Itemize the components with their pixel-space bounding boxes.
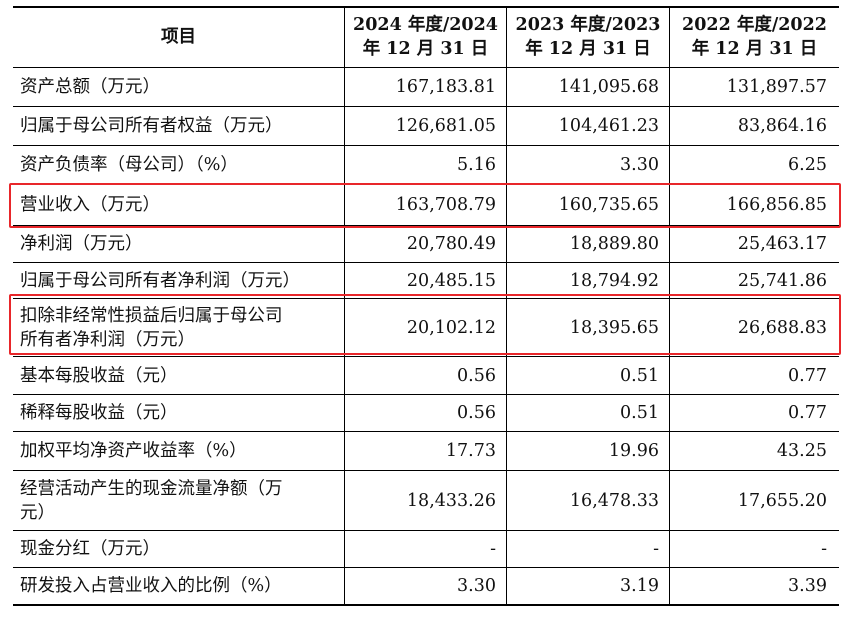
cell-2024: 20,102.12 bbox=[406, 317, 496, 338]
highlight-box-revenue bbox=[9, 183, 841, 228]
cell-2022: 83,864.16 bbox=[737, 116, 827, 136]
cell-2023: 0.51 bbox=[620, 365, 659, 386]
table-row: 现金分红（万元） - - - bbox=[13, 531, 839, 567]
table-row: 加权平均净资产收益率（%） 17.73 19.96 43.25 bbox=[13, 432, 839, 470]
table-row: 资产负债率（母公司）（%） 5.16 3.30 6.25 bbox=[13, 146, 839, 184]
cell-2022: 25,463.17 bbox=[737, 234, 827, 254]
cell-2022: 43.25 bbox=[776, 441, 827, 461]
cell-2023: 0.51 bbox=[620, 403, 659, 423]
row-rule bbox=[13, 567, 839, 568]
header-col-line2: 年 12 月 31 日 bbox=[525, 38, 651, 59]
cell-2024: 18,433.26 bbox=[406, 490, 496, 511]
row-rule bbox=[13, 530, 839, 531]
header-col-line2: 年 12 月 31 日 bbox=[362, 38, 489, 59]
row-rule bbox=[13, 431, 839, 432]
header-col-line1: 2023 年度/2023 bbox=[515, 14, 661, 35]
row-rule bbox=[13, 145, 839, 146]
cell-2022: 166,856.85 bbox=[726, 195, 827, 215]
row-label: 扣除非经常性损益后归属于母公司 所有者净利润（万元） bbox=[20, 305, 283, 350]
row-rule bbox=[13, 356, 839, 357]
cell-2022: 3.39 bbox=[788, 576, 827, 596]
header-col-line2: 年 12 月 31 日 bbox=[691, 38, 818, 59]
cell-2024: - bbox=[490, 539, 496, 559]
cell-2024: 5.16 bbox=[457, 155, 496, 175]
cell-2023: 160,735.65 bbox=[558, 195, 659, 215]
row-label: 稀释每股收益（元） bbox=[20, 403, 178, 423]
table-row: 基本每股收益（元） 0.56 0.51 0.77 bbox=[13, 357, 839, 394]
cell-2023: 16,478.33 bbox=[569, 490, 659, 511]
table-row: 资产总额（万元） 167,183.81 141,095.68 131,897.5… bbox=[13, 68, 839, 106]
row-label: 归属于母公司所有者净利润（万元） bbox=[20, 270, 300, 291]
cell-2024: 20,485.15 bbox=[406, 270, 496, 291]
table-row: 研发投入占营业收入的比例（%） 3.30 3.19 3.39 bbox=[13, 568, 839, 604]
cell-2024: 20,780.49 bbox=[406, 234, 496, 254]
cell-2022: 6.25 bbox=[788, 155, 827, 175]
cell-2023: - bbox=[653, 539, 659, 559]
cell-2022: 26,688.83 bbox=[737, 317, 827, 338]
cell-2023: 19.96 bbox=[608, 441, 659, 461]
row-label: 加权平均净资产收益率（%） bbox=[20, 441, 247, 461]
row-label: 资产负债率（母公司）（%） bbox=[20, 155, 238, 175]
row-label: 归属于母公司所有者权益（万元） bbox=[20, 116, 283, 136]
row-rule bbox=[13, 106, 839, 107]
cell-2024: 0.56 bbox=[457, 403, 496, 423]
col-divider bbox=[669, 6, 670, 606]
cell-2023: 141,095.68 bbox=[558, 77, 659, 97]
cell-2022: - bbox=[821, 539, 827, 559]
table-row: 归属于母公司所有者权益（万元） 126,681.05 104,461.23 83… bbox=[13, 107, 839, 145]
header-rule bbox=[13, 67, 839, 68]
cell-2022: 131,897.57 bbox=[726, 77, 827, 97]
table-row: 归属于母公司所有者净利润（万元） 20,485.15 18,794.92 25,… bbox=[13, 263, 839, 298]
col-divider bbox=[506, 6, 507, 606]
header-col-line1: 2022 年度/2022 bbox=[682, 14, 827, 35]
table-row: 扣除非经常性损益后归属于母公司 所有者净利润（万元） 20,102.12 18,3… bbox=[13, 299, 839, 356]
row-rule bbox=[13, 225, 839, 226]
cell-2024: 17.73 bbox=[445, 441, 496, 461]
cell-2024: 3.30 bbox=[457, 576, 496, 596]
row-rule bbox=[13, 298, 839, 299]
row-label: 资产总额（万元） bbox=[20, 77, 160, 97]
cell-2024: 163,708.79 bbox=[395, 195, 496, 215]
cell-2023: 3.30 bbox=[620, 155, 659, 175]
cell-2023: 18,794.92 bbox=[569, 270, 659, 291]
row-label: 营业收入（万元） bbox=[20, 195, 160, 215]
table-row: 营业收入（万元） 163,708.79 160,735.65 166,856.8… bbox=[13, 185, 839, 225]
row-rule bbox=[13, 470, 839, 471]
table-bottom-rule bbox=[13, 604, 839, 606]
row-label: 研发投入占营业收入的比例（%） bbox=[20, 576, 282, 596]
header-col-line1: 2024 年度/2024 bbox=[353, 14, 498, 35]
header-col-2024: 2024 年度/2024 年 12 月 31 日 bbox=[345, 8, 506, 65]
table-row: 经营活动产生的现金流量净额（万 元） 18,433.26 16,478.33 17… bbox=[13, 471, 839, 530]
row-label: 经营活动产生的现金流量净额（万 元） bbox=[20, 478, 283, 523]
cell-2024: 126,681.05 bbox=[395, 116, 496, 136]
col-divider bbox=[344, 6, 345, 606]
cell-2022: 17,655.20 bbox=[737, 490, 827, 511]
header-col-2023: 2023 年度/2023 年 12 月 31 日 bbox=[507, 8, 669, 65]
header-item-label: 项目 bbox=[161, 26, 196, 47]
row-label: 基本每股收益（元） bbox=[20, 365, 178, 386]
cell-2024: 0.56 bbox=[457, 365, 496, 386]
table-row: 净利润（万元） 20,780.49 18,889.80 25,463.17 bbox=[13, 226, 839, 262]
highlight-box-net-profit-deducted bbox=[9, 294, 841, 355]
cell-2023: 3.19 bbox=[620, 576, 659, 596]
cell-2023: 18,889.80 bbox=[569, 234, 659, 254]
header-item: 项目 bbox=[13, 8, 344, 65]
row-label: 现金分红（万元） bbox=[20, 539, 160, 559]
cell-2024: 167,183.81 bbox=[395, 77, 496, 97]
row-rule bbox=[13, 262, 839, 263]
cell-2023: 18,395.65 bbox=[569, 317, 659, 338]
table-top-rule bbox=[13, 6, 839, 8]
header-col-2022: 2022 年度/2022 年 12 月 31 日 bbox=[670, 8, 839, 65]
cell-2022: 0.77 bbox=[788, 403, 827, 423]
cell-2022: 25,741.86 bbox=[737, 270, 827, 291]
row-rule bbox=[13, 394, 839, 395]
cell-2022: 0.77 bbox=[788, 365, 827, 386]
table-row: 稀释每股收益（元） 0.56 0.51 0.77 bbox=[13, 395, 839, 431]
row-label: 净利润（万元） bbox=[20, 234, 143, 254]
cell-2023: 104,461.23 bbox=[558, 116, 659, 136]
